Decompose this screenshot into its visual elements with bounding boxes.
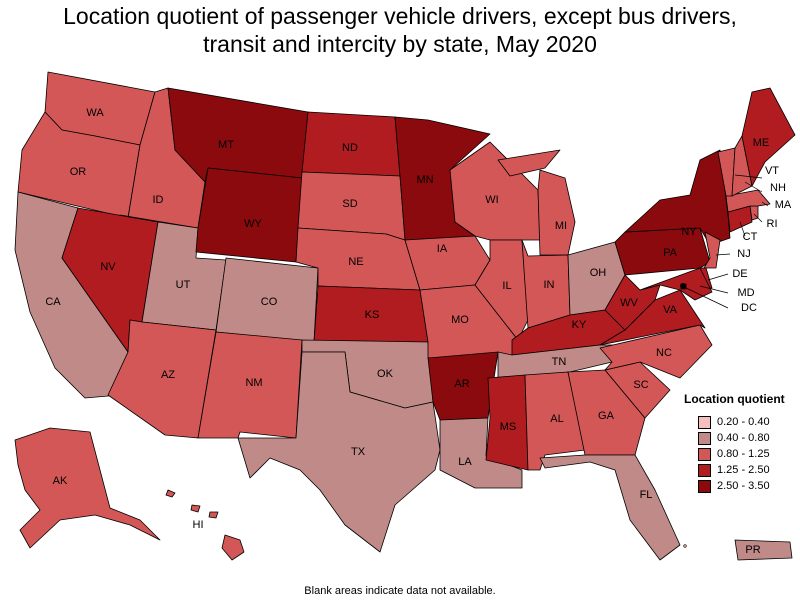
state-label-WV: WV bbox=[620, 297, 638, 309]
legend-rows: 0.20 - 0.40 0.40 - 0.80 0.80 - 1.25 1.25 - … bbox=[684, 414, 800, 494]
state-label-TN: TN bbox=[552, 356, 567, 368]
state-label-DE: DE bbox=[732, 268, 747, 280]
state-label-OH: OH bbox=[590, 267, 607, 279]
state-label-IL: IL bbox=[502, 280, 511, 292]
state-label-CT: CT bbox=[743, 231, 758, 243]
state-label-WY: WY bbox=[244, 218, 262, 230]
legend-item: 0.80 - 1.25 bbox=[684, 446, 800, 462]
state-label-OK: OK bbox=[377, 368, 394, 380]
state-label-MS: MS bbox=[500, 421, 517, 433]
state-label-NH: NH bbox=[770, 182, 786, 194]
state-label-NV: NV bbox=[100, 261, 116, 273]
pr-island bbox=[683, 544, 687, 548]
state-label-SC: SC bbox=[633, 379, 648, 391]
legend-title: Location quotient bbox=[684, 392, 785, 406]
legend-label: 0.40 - 0.80 bbox=[717, 432, 770, 444]
state-label-ID: ID bbox=[153, 194, 164, 206]
state-label-AR: AR bbox=[454, 378, 469, 390]
de-leader bbox=[707, 273, 729, 281]
state-label-RI: RI bbox=[767, 218, 778, 230]
state-label-LA: LA bbox=[458, 456, 472, 468]
title-line-2: transit and intercity by state, May 2020 bbox=[203, 31, 597, 57]
legend: Location quotient 0.20 - 0.40 0.40 - 0.80… bbox=[684, 392, 800, 494]
state-label-ME: ME bbox=[753, 137, 770, 149]
title-line-1: Location quotient of passenger vehicle d… bbox=[63, 3, 737, 29]
legend-label: 0.80 - 1.25 bbox=[717, 448, 770, 460]
state-NC[interactable] bbox=[599, 324, 713, 379]
legend-swatch bbox=[698, 479, 711, 493]
state-LA[interactable] bbox=[439, 417, 523, 489]
state-label-VT: VT bbox=[765, 165, 779, 177]
state-label-DC: DC bbox=[741, 302, 757, 314]
nj-leader bbox=[715, 253, 731, 256]
vt-leader bbox=[734, 174, 763, 179]
ri-leader bbox=[753, 213, 763, 223]
state-label-MT: MT bbox=[218, 139, 234, 151]
state-label-GA: GA bbox=[598, 410, 615, 422]
state-label-NE: NE bbox=[348, 256, 363, 268]
state-label-MI: MI bbox=[555, 220, 567, 232]
legend-swatch bbox=[698, 463, 711, 477]
legend-swatch bbox=[698, 415, 711, 429]
state-label-AZ: AZ bbox=[161, 369, 175, 381]
state-label-UT: UT bbox=[176, 279, 191, 291]
state-label-OR: OR bbox=[70, 166, 87, 178]
ma-leader bbox=[761, 201, 769, 207]
state-label-NY: NY bbox=[681, 226, 697, 238]
legend-label: 1.25 - 2.50 bbox=[717, 464, 770, 476]
state-labels: WA OR CA ID NV UT AZ MT WY CO NM ND SD NE KS OK TX MN IA MO… bbox=[45, 107, 792, 556]
state-label-VA: VA bbox=[663, 304, 678, 316]
state-label-MD: MD bbox=[737, 287, 754, 299]
state-label-NJ: NJ bbox=[737, 248, 750, 260]
state-label-IN: IN bbox=[544, 279, 555, 291]
state-label-AK: AK bbox=[53, 475, 68, 487]
state-label-WI: WI bbox=[485, 194, 498, 206]
legend-item: 1.25 - 2.50 bbox=[684, 462, 800, 478]
state-label-TX: TX bbox=[351, 446, 366, 458]
map-title: Location quotient of passenger vehicle d… bbox=[0, 2, 800, 58]
state-label-HI: HI bbox=[193, 519, 204, 531]
state-HI[interactable] bbox=[165, 489, 245, 561]
legend-label: 2.50 - 3.50 bbox=[717, 480, 770, 492]
state-label-MN: MN bbox=[416, 174, 433, 186]
legend-item: 0.20 - 0.40 bbox=[684, 414, 800, 430]
state-label-WA: WA bbox=[86, 107, 104, 119]
legend-swatch bbox=[698, 431, 711, 445]
state-label-MO: MO bbox=[451, 314, 469, 326]
dc-leader bbox=[683, 286, 729, 309]
state-label-SD: SD bbox=[342, 198, 357, 210]
state-PR[interactable] bbox=[734, 539, 793, 561]
state-label-AL: AL bbox=[550, 413, 563, 425]
state-GA[interactable] bbox=[567, 369, 646, 456]
state-MS[interactable] bbox=[485, 374, 529, 471]
state-label-IA: IA bbox=[437, 243, 448, 255]
footnote: Blank areas indicate data not available. bbox=[304, 585, 496, 597]
state-TX[interactable] bbox=[237, 351, 441, 553]
state-label-ND: ND bbox=[342, 142, 358, 154]
state-label-MA: MA bbox=[775, 199, 792, 211]
state-label-CO: CO bbox=[261, 296, 278, 308]
state-AK[interactable] bbox=[14, 427, 161, 549]
dc-marker bbox=[680, 283, 686, 289]
state-label-CA: CA bbox=[45, 296, 61, 308]
ct-leader bbox=[739, 221, 746, 237]
legend-item: 0.40 - 0.80 bbox=[684, 430, 800, 446]
md-leader bbox=[699, 285, 729, 294]
nh-leader bbox=[744, 181, 763, 193]
state-label-NM: NM bbox=[245, 377, 262, 389]
state-label-NC: NC bbox=[656, 347, 672, 359]
state-FL[interactable] bbox=[539, 454, 681, 561]
state-label-PR: PR bbox=[745, 544, 760, 556]
legend-item: 2.50 - 3.50 bbox=[684, 478, 800, 494]
state-label-FL: FL bbox=[640, 489, 653, 501]
legend-label: 0.20 - 0.40 bbox=[717, 416, 770, 428]
state-NJ[interactable] bbox=[703, 231, 721, 269]
legend-swatch bbox=[698, 447, 711, 461]
state-label-KS: KS bbox=[365, 309, 380, 321]
state-label-KY: KY bbox=[572, 319, 587, 331]
state-label-PA: PA bbox=[663, 247, 678, 259]
state-WY[interactable] bbox=[195, 167, 303, 263]
